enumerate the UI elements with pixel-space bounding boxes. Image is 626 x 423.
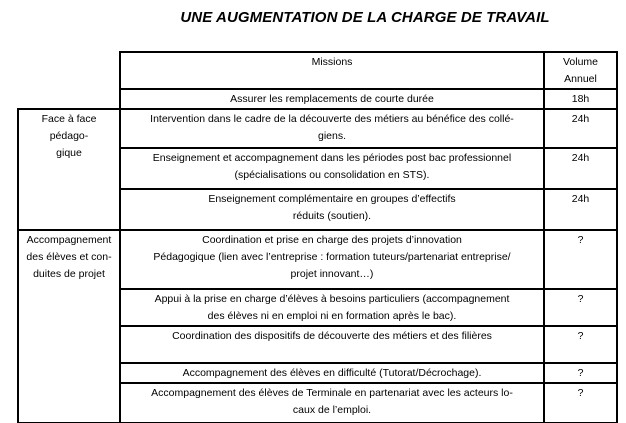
table-row: Face à face pédago- gique Intervention d… xyxy=(17,108,618,231)
mission-cell: Coordination des dispositifs de découver… xyxy=(119,325,545,364)
volume-cell: 24h xyxy=(543,188,618,231)
header-missions: Missions xyxy=(119,51,545,90)
mission-cell: Intervention dans le cadre de la découve… xyxy=(119,108,545,149)
mission-cell: Enseignement complémentaire en groupes d… xyxy=(119,188,545,231)
mission-cell: Accompagnement des élèves en difficulté … xyxy=(119,362,545,384)
document-title: UNE AUGMENTATION DE LA CHARGE DE TRAVAIL xyxy=(180,9,550,26)
category-cell-face-a-face-pedagogique: Face à face pédago- gique xyxy=(17,108,121,231)
table-row: Coordination des dispositifs de découver… xyxy=(18,325,618,364)
table-row: Appui à la prise en charge d’élèves à be… xyxy=(18,288,618,327)
volume-cell: ? xyxy=(543,229,618,290)
mission-cell: Assurer les remplacements de courte duré… xyxy=(119,88,545,110)
header-row: Missions Volume Annuel xyxy=(18,51,618,90)
missions-table: Missions Volume Annuel Assurer les rempl… xyxy=(17,51,618,423)
table-row: Accompagnement des élèves et con- duites… xyxy=(17,229,618,423)
mission-cell: Accompagnement des élèves de Terminale e… xyxy=(119,382,545,423)
category-cell-accompagnement-eleves: Accompagnement des élèves et con- duites… xyxy=(17,229,121,423)
table-row: Enseignement et accompagnement dans les … xyxy=(18,147,618,190)
header-volume-annuel: Volume Annuel xyxy=(543,51,618,90)
mission-cell: Enseignement et accompagnement dans les … xyxy=(119,147,545,190)
mission-cell: Coordination et prise en charge des proj… xyxy=(119,229,545,290)
empty-cell xyxy=(18,52,120,89)
volume-cell: 24h xyxy=(543,108,618,149)
volume-cell: ? xyxy=(543,288,618,327)
table-row: Accompagnement des élèves en difficulté … xyxy=(18,362,618,384)
volume-cell: 24h xyxy=(543,147,618,190)
table-row: Assurer les remplacements de courte duré… xyxy=(18,88,618,110)
table-row: Accompagnement des élèves de Terminale e… xyxy=(18,382,618,423)
volume-cell: ? xyxy=(543,325,618,364)
volume-cell: ? xyxy=(543,382,618,423)
empty-cell xyxy=(18,89,120,109)
volume-cell: 18h xyxy=(543,88,618,110)
mission-cell: Appui à la prise en charge d’élèves à be… xyxy=(119,288,545,327)
table-row: Enseignement complémentaire en groupes d… xyxy=(18,188,618,231)
volume-cell: ? xyxy=(543,362,618,384)
